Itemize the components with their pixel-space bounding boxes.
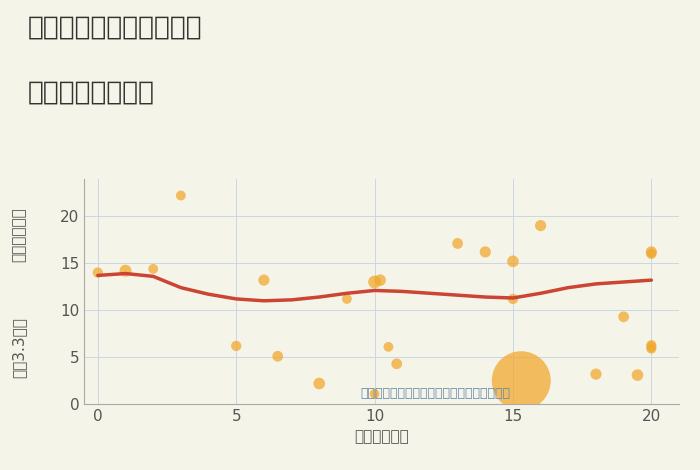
Point [508, 295, 519, 303]
Point [632, 371, 643, 379]
Text: 駅距離別土地価格: 駅距離別土地価格 [28, 80, 155, 106]
Point [342, 295, 353, 303]
Point [516, 377, 527, 384]
Point [508, 258, 519, 265]
Point [369, 278, 380, 286]
Point [230, 342, 241, 350]
Point [480, 248, 491, 256]
Point [374, 276, 386, 284]
Point [645, 248, 657, 256]
Point [391, 360, 402, 368]
Point [314, 380, 325, 387]
Text: 三重県鈴鹿市北玉垣町の: 三重県鈴鹿市北玉垣町の [28, 14, 202, 40]
Point [383, 343, 394, 351]
Point [645, 345, 657, 352]
Point [645, 250, 657, 258]
Point [618, 313, 629, 321]
Point [120, 267, 131, 274]
Text: 単価（万円）: 単価（万円） [11, 208, 26, 262]
Point [258, 276, 270, 284]
Point [535, 222, 546, 229]
Point [148, 265, 159, 273]
Point [452, 240, 463, 247]
Point [175, 192, 186, 199]
Text: 坪（3.3㎡）: 坪（3.3㎡） [11, 317, 26, 378]
Text: 円の大きさは、取引のあった物件面積を示す: 円の大きさは、取引のあった物件面積を示す [360, 387, 511, 400]
Point [645, 341, 657, 349]
Point [92, 269, 104, 276]
Point [369, 390, 380, 398]
Point [645, 343, 657, 351]
X-axis label: 駅距離（分）: 駅距離（分） [354, 430, 409, 445]
Point [590, 370, 601, 378]
Point [272, 352, 284, 360]
